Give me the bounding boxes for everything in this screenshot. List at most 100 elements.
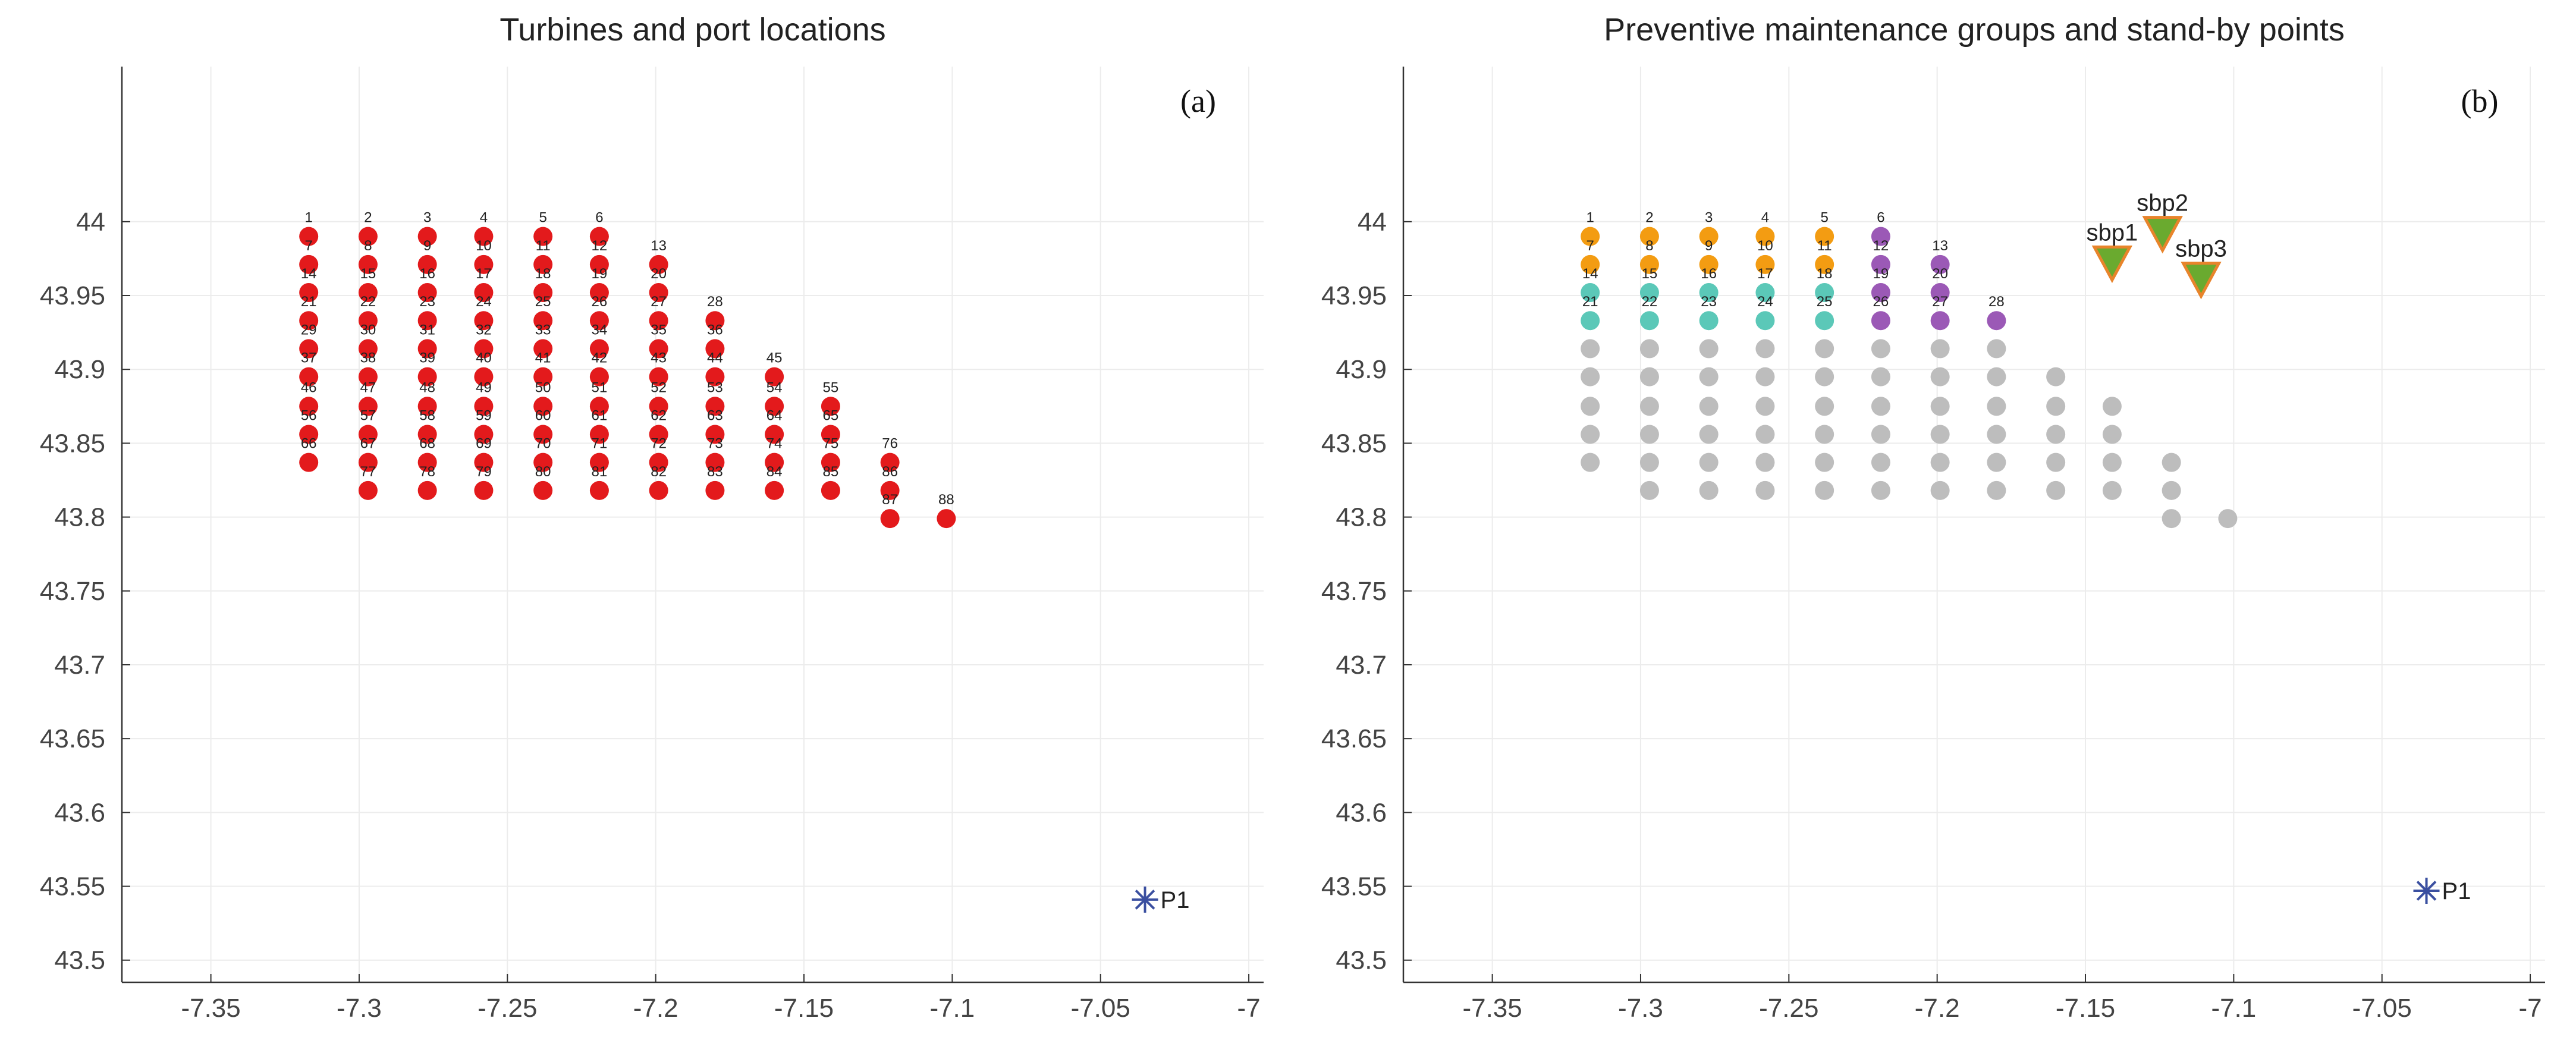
y-tick-label: 43.95 xyxy=(1321,281,1387,310)
turbine-marker xyxy=(705,311,725,331)
turbine-marker xyxy=(1639,367,1659,387)
turbine-marker xyxy=(1639,339,1659,359)
turbine-label: 39 xyxy=(419,350,435,366)
turbine-marker xyxy=(1699,453,1719,472)
turbine-marker xyxy=(1815,339,1834,359)
y-tick-label: 43.65 xyxy=(1321,724,1387,753)
turbine-marker xyxy=(705,425,725,444)
turbine-label: 85 xyxy=(823,464,839,480)
turbine-marker xyxy=(1639,283,1659,303)
turbine-marker xyxy=(705,367,725,387)
turbine-marker xyxy=(1815,283,1834,303)
turbine-marker xyxy=(1699,283,1719,303)
turbine-marker xyxy=(1699,227,1719,246)
turbine-marker xyxy=(474,397,494,416)
turbine-label: 25 xyxy=(1817,294,1833,310)
turbine-marker xyxy=(649,425,668,444)
turbine-marker xyxy=(1755,283,1775,303)
turbine-label: 20 xyxy=(651,266,667,282)
turbine-marker xyxy=(821,397,840,416)
turbine-marker xyxy=(589,283,609,303)
y-tick-label: 43.65 xyxy=(40,724,105,753)
turbine-marker xyxy=(474,254,494,274)
turbine-marker xyxy=(1581,283,1600,303)
turbine-label: 19 xyxy=(1873,266,1889,282)
turbine-marker xyxy=(299,367,319,387)
turbine-label: 1 xyxy=(305,210,313,226)
turbine-label: 15 xyxy=(360,266,376,282)
turbine-label: 70 xyxy=(535,436,551,452)
turbine-marker xyxy=(358,453,378,472)
turbine-marker xyxy=(1581,311,1600,331)
turbine-label: 4 xyxy=(1761,210,1769,226)
turbine-label: 15 xyxy=(1642,266,1658,282)
turbine-marker xyxy=(1581,227,1600,246)
turbine-marker xyxy=(1755,254,1775,274)
turbine-marker xyxy=(299,311,319,331)
turbine-marker xyxy=(1699,480,1719,500)
turbine-label: 31 xyxy=(419,322,435,338)
turbine-label: 17 xyxy=(1757,266,1773,282)
turbine-label: 35 xyxy=(651,322,667,338)
turbine-marker xyxy=(705,339,725,359)
turbine-label: 68 xyxy=(419,436,435,452)
turbine-marker xyxy=(1755,367,1775,387)
turbine-marker xyxy=(821,425,840,444)
turbine-marker xyxy=(1699,425,1719,444)
turbine-marker xyxy=(533,339,553,359)
turbine-label: 21 xyxy=(301,294,317,310)
turbine-marker xyxy=(1871,425,1890,444)
turbine-label: 28 xyxy=(1988,294,2005,310)
turbine-label: 19 xyxy=(592,266,608,282)
turbine-marker xyxy=(880,480,900,500)
y-tick-label: 43.9 xyxy=(54,355,105,384)
turbine-marker xyxy=(1581,397,1600,416)
turbine-marker xyxy=(649,397,668,416)
turbine-marker xyxy=(2102,397,2122,416)
turbine-marker xyxy=(1639,480,1659,500)
turbine-label: 7 xyxy=(1587,238,1594,254)
turbine-label: 51 xyxy=(592,379,608,395)
turbine-marker xyxy=(2046,453,2066,472)
turbine-marker xyxy=(765,425,784,444)
turbine-marker xyxy=(1639,227,1659,246)
turbine-label: 78 xyxy=(419,464,435,480)
x-tick-label: -7.3 xyxy=(1618,994,1663,1023)
turbine-label: 71 xyxy=(592,436,608,452)
turbine-marker xyxy=(589,480,609,500)
panel-label: (b) xyxy=(2461,83,2499,119)
x-tick-label: -7.05 xyxy=(1071,994,1130,1023)
x-tick-label: -7.2 xyxy=(633,994,678,1023)
standby-point-label: sbp3 xyxy=(2175,236,2227,262)
y-tick-label: 43.85 xyxy=(1321,429,1387,458)
turbine-marker xyxy=(1930,339,1950,359)
turbine-label: 24 xyxy=(476,294,492,310)
turbine-label: 14 xyxy=(1582,266,1598,282)
y-tick-label: 43.5 xyxy=(1336,946,1387,975)
turbine-label: 18 xyxy=(1817,266,1833,282)
turbine-marker xyxy=(2162,453,2181,472)
turbine-marker xyxy=(589,397,609,416)
turbine-marker xyxy=(2102,480,2122,500)
turbine-marker xyxy=(1871,254,1890,274)
turbine-label: 14 xyxy=(301,266,317,282)
turbine-marker xyxy=(1930,311,1950,331)
turbine-marker xyxy=(299,397,319,416)
turbine-label: 53 xyxy=(707,379,723,395)
turbine-marker xyxy=(1699,339,1719,359)
x-tick-label: -7.35 xyxy=(1462,994,1522,1023)
y-tick-label: 43.5 xyxy=(54,946,105,975)
turbine-label: 1 xyxy=(1587,210,1594,226)
turbine-label: 83 xyxy=(707,464,723,480)
turbine-marker xyxy=(649,283,668,303)
turbine-marker xyxy=(1699,254,1719,274)
turbine-label: 52 xyxy=(651,379,667,395)
x-tick-label: -7.25 xyxy=(477,994,537,1023)
turbine-marker xyxy=(358,425,378,444)
y-tick-label: 43.55 xyxy=(1321,872,1387,901)
turbine-label: 55 xyxy=(823,379,839,395)
turbine-label: 75 xyxy=(823,436,839,452)
turbine-marker xyxy=(358,227,378,246)
turbine-marker xyxy=(299,254,319,274)
